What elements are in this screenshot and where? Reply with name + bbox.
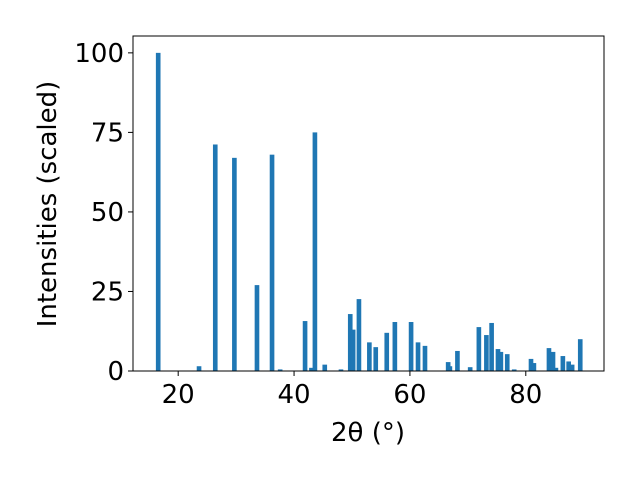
bar	[356, 299, 362, 371]
bar	[373, 347, 379, 371]
bar	[384, 332, 390, 371]
bar	[277, 369, 283, 371]
bar	[484, 335, 489, 371]
plot-frame	[132, 35, 605, 372]
bar	[196, 366, 202, 371]
bar	[269, 154, 275, 371]
bar	[495, 349, 501, 371]
x-tick-label: 80	[509, 380, 542, 410]
bar	[212, 144, 218, 371]
bar	[447, 366, 453, 371]
bar	[455, 350, 460, 371]
bar	[338, 369, 344, 371]
bar	[367, 342, 372, 371]
x-tick-label: 20	[162, 380, 195, 410]
bar	[322, 364, 328, 371]
bar	[566, 361, 571, 371]
bar	[350, 329, 356, 371]
bar	[347, 314, 353, 371]
bar	[577, 339, 583, 371]
bar	[476, 327, 482, 371]
bar	[489, 322, 494, 371]
bar	[422, 345, 428, 371]
y-tick-label: 25	[91, 277, 124, 307]
bar	[302, 321, 308, 371]
bar	[408, 322, 414, 371]
bar	[560, 356, 566, 371]
bar	[467, 367, 473, 371]
x-tick-label: 40	[278, 380, 311, 410]
bar	[309, 367, 314, 371]
bar	[550, 351, 556, 371]
x-tick-label: 60	[393, 380, 426, 410]
bar	[254, 285, 260, 371]
bar	[531, 363, 537, 371]
bar	[511, 369, 517, 371]
y-tick-label: 50	[91, 198, 124, 228]
bar	[155, 52, 161, 371]
y-tick-label: 100	[74, 39, 124, 69]
y-tick-label: 0	[107, 357, 124, 387]
bar	[392, 322, 398, 371]
y-tick-label: 75	[91, 118, 124, 148]
y-axis-label: Intensities (scaled)	[33, 81, 63, 328]
bar	[498, 351, 504, 371]
bar	[569, 364, 575, 371]
x-axis-label: 2θ (°)	[331, 418, 405, 448]
bar	[553, 367, 559, 371]
bar	[415, 342, 421, 371]
bar	[528, 358, 534, 371]
bar	[312, 132, 318, 371]
bar	[546, 348, 552, 371]
bar	[232, 157, 237, 371]
bar	[504, 354, 510, 371]
